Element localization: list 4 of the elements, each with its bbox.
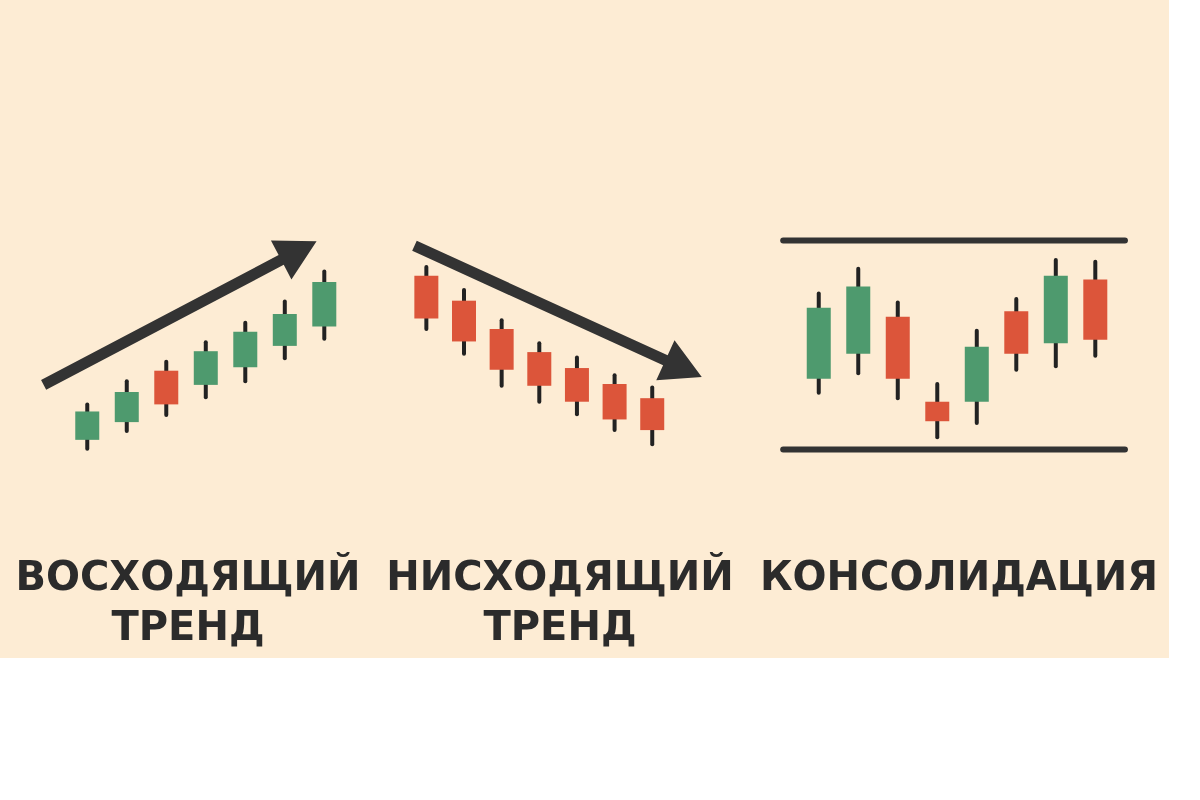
candlestick — [925, 382, 950, 440]
text: НИСХОДЯЩИЙ ТРЕНД — [386, 552, 734, 649]
text: ВОСХОДЯЩИЙ ТРЕНД — [15, 552, 361, 649]
text: КОНСОЛИДАЦИЯ — [759, 553, 1159, 599]
